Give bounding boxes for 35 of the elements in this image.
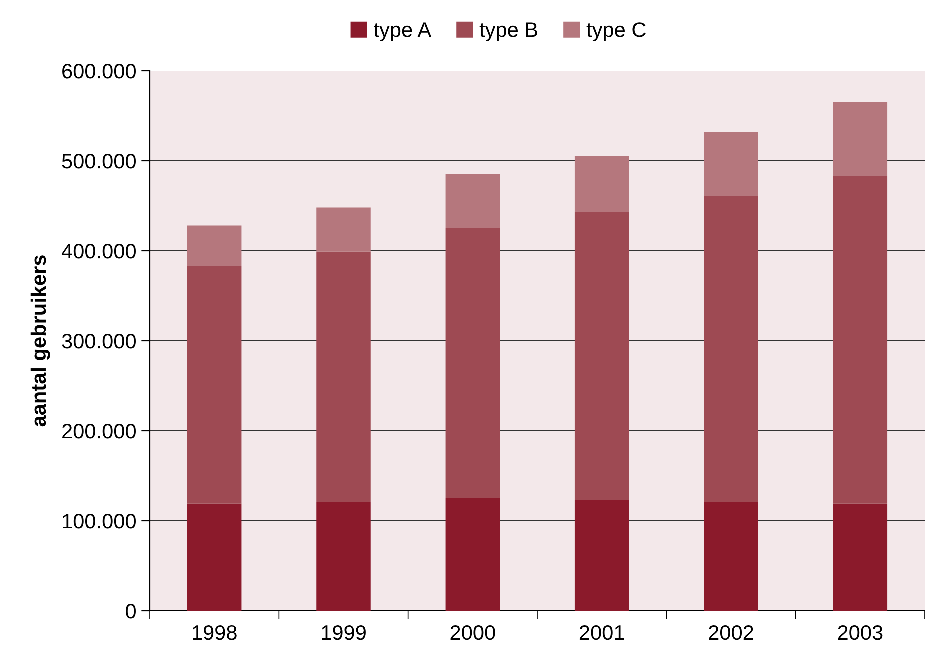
bar xyxy=(704,196,758,502)
x-tick-label: 1999 xyxy=(322,625,366,640)
y-tick-label: 200.000 xyxy=(62,424,136,439)
y-tick-label: 0 xyxy=(126,604,136,619)
bar xyxy=(574,156,630,212)
bar xyxy=(446,228,500,498)
legend-label: type B xyxy=(480,22,538,42)
x-tick-label: 1998 xyxy=(193,625,237,640)
x-tick-label: 2000 xyxy=(450,625,496,640)
bar xyxy=(574,500,630,611)
y-tick-label: 400.000 xyxy=(62,244,136,259)
x-tick-label: 2003 xyxy=(838,625,883,640)
bar xyxy=(833,504,888,611)
bar xyxy=(704,132,758,196)
bar xyxy=(187,226,242,266)
bar xyxy=(316,208,371,252)
y-tick-label: 600.000 xyxy=(62,64,136,79)
bar xyxy=(316,502,371,611)
y-tick-label: 300.000 xyxy=(62,334,136,349)
bar xyxy=(316,252,371,502)
bar xyxy=(446,174,500,228)
bar xyxy=(704,502,758,611)
bar xyxy=(833,102,888,176)
x-tick-label: 2001 xyxy=(580,625,624,640)
y-axis-title: aantal gebruikers xyxy=(30,256,50,427)
bar xyxy=(187,266,242,504)
x-tick-label: 2002 xyxy=(709,625,754,640)
bar xyxy=(574,212,630,500)
y-tick-label: 100.000 xyxy=(63,514,136,529)
legend-label: type A xyxy=(374,22,432,42)
bar xyxy=(833,176,888,504)
legend-label: type C xyxy=(586,22,646,42)
bar xyxy=(187,504,242,611)
bar xyxy=(446,498,500,611)
y-tick-label: 500.000 xyxy=(62,154,136,169)
